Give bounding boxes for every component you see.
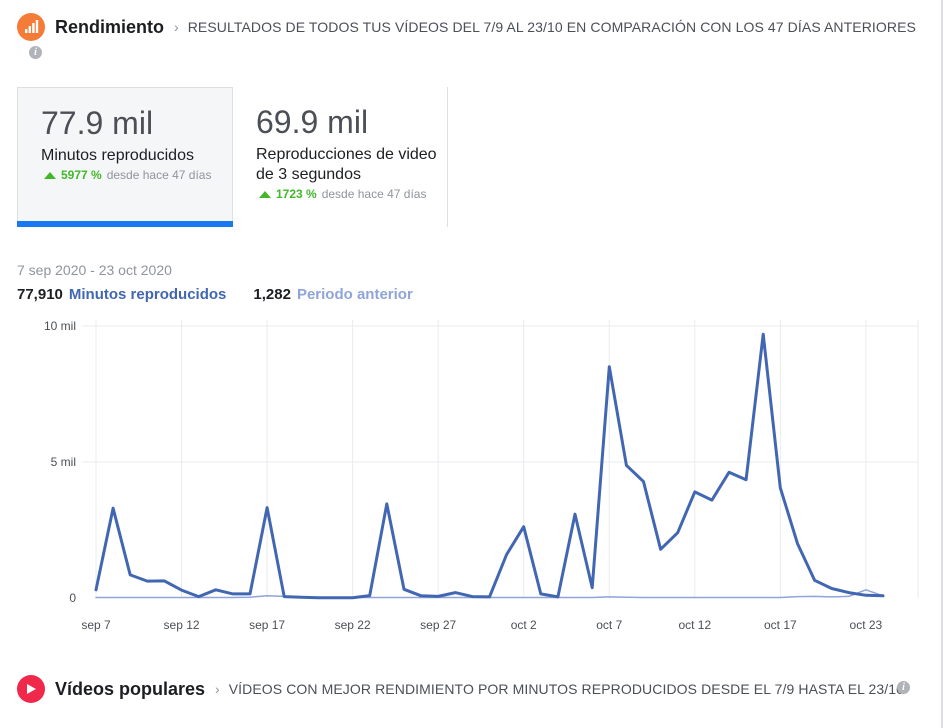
series-line-minutes-viewed — [94, 332, 885, 600]
metric-value: 69.9 mil — [256, 104, 369, 140]
arrow-up-icon — [259, 190, 271, 198]
chart-legend: 77,910 Minutos reproducidos 1,282 Period… — [17, 286, 413, 303]
metric-change-percent: 5977 % — [61, 168, 102, 182]
y-tick-label: 10 mil — [44, 319, 76, 333]
y-tick-label: 5 mil — [51, 455, 76, 469]
metric-label: Minutos reproducidos — [41, 147, 194, 164]
popular-videos-header: Vídeos populares › VÍDEOS CON MEJOR REND… — [17, 675, 927, 703]
selected-indicator — [17, 221, 233, 227]
chevron-right-icon: › — [215, 681, 220, 697]
metric-change-percent: 1723 % — [276, 187, 317, 201]
legend-current-value: 77,910 — [17, 286, 63, 303]
metric-label: Reproducciones de video de 3 segundos — [256, 146, 437, 183]
play-icon — [17, 675, 45, 703]
date-range: 7 sep 2020 - 23 oct 2020 — [17, 262, 172, 278]
section-subtitle: VÍDEOS CON MEJOR RENDIMIENTO POR MINUTOS… — [228, 681, 905, 697]
scroll-edge — [941, 0, 943, 728]
metric-card-minutes-viewed[interactable]: 77.9 mil Minutos reproducidos 5977 % des… — [17, 87, 233, 227]
x-tick-label: oct 12 — [678, 618, 711, 632]
x-tick-label: oct 23 — [850, 618, 883, 632]
metric-card-3s-views[interactable]: 69.9 mil Reproducciones de video de 3 se… — [233, 87, 448, 227]
legend-current-name[interactable]: Minutos reproducidos — [68, 286, 227, 303]
x-tick-label: sep 12 — [164, 618, 200, 632]
page-title[interactable]: Rendimiento — [55, 16, 165, 37]
metric-change-note: desde hace 47 días — [321, 187, 427, 201]
header-subtitle: RESULTADOS DE TODOS TUS VÍDEOS DEL 7/9 A… — [187, 19, 916, 35]
metric-change-note: desde hace 47 días — [106, 168, 212, 182]
metric-change: 1723 % desde hace 47 días — [259, 187, 426, 201]
bar-chart-icon — [17, 13, 45, 41]
x-tick-label: sep 22 — [335, 618, 371, 632]
x-tick-label: oct 2 — [511, 618, 537, 632]
y-tick-label: 0 — [69, 591, 76, 605]
info-icon[interactable]: i — [29, 46, 42, 59]
line-chart[interactable]: sep 7 sep 12 sep 17 sep 22 sep 27 oct 2 oct 7 o… — [0, 310, 943, 650]
arrow-up-icon — [44, 171, 56, 179]
x-tick-label: sep 17 — [249, 618, 285, 632]
legend-previous-name[interactable]: Periodo anterior — [296, 286, 413, 303]
x-tick-label: sep 7 — [81, 618, 111, 632]
x-tick-label: oct 17 — [764, 618, 797, 632]
performance-header: Rendimiento › RESULTADOS DE TODOS TUS VÍ… — [17, 12, 927, 42]
x-tick-label: oct 7 — [596, 618, 622, 632]
metric-change: 5977 % desde hace 47 días — [44, 168, 211, 182]
metric-value: 77.9 mil — [41, 105, 154, 141]
info-icon[interactable]: i — [897, 681, 910, 694]
section-title[interactable]: Vídeos populares — [55, 678, 206, 699]
chevron-right-icon: › — [174, 19, 179, 35]
x-tick-label: sep 27 — [420, 618, 456, 632]
legend-previous-value: 1,282 — [253, 286, 291, 303]
